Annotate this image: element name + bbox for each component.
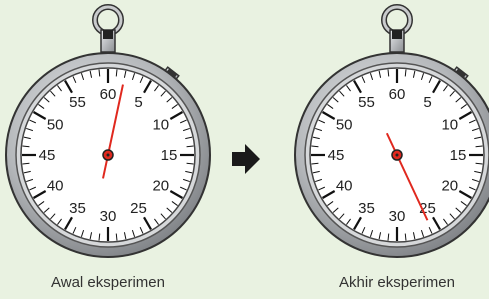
dial-label: 10 [441,116,458,133]
dial-label: 20 [441,177,458,194]
dial-label: 45 [39,147,56,164]
dial-label: 50 [336,116,353,133]
dial-label: 40 [336,177,353,194]
dial-label: 40 [47,177,64,194]
dial-label: 55 [69,94,86,111]
crown-cap [103,30,113,39]
dial-label: 35 [358,200,375,217]
dial-label: 10 [152,116,169,133]
caption: Akhir eksperimen [339,274,455,291]
hub-dot [107,154,110,157]
crown-cap [392,30,402,39]
dial-label: 25 [130,200,147,217]
dial-label: 15 [161,147,178,164]
dial-label: 5 [423,94,431,111]
caption: Awal eksperimen [51,274,165,291]
dial-label: 15 [450,147,467,164]
dial-label: 55 [358,94,375,111]
dial-label: 30 [100,208,117,225]
dial-label: 5 [134,94,142,111]
dial-label: 30 [389,208,406,225]
dial-label: 60 [100,86,117,103]
dial-label: 60 [389,86,406,103]
dial-label: 50 [47,116,64,133]
stopwatch-illustration: 60 5 10 15 20 25 30 35 40 45 50 55 Awal eksperimen 60… [0,0,489,299]
dial-label: 20 [152,177,169,194]
dial-label: 45 [328,147,345,164]
dial-label: 35 [69,200,86,217]
hub-dot [396,154,399,157]
